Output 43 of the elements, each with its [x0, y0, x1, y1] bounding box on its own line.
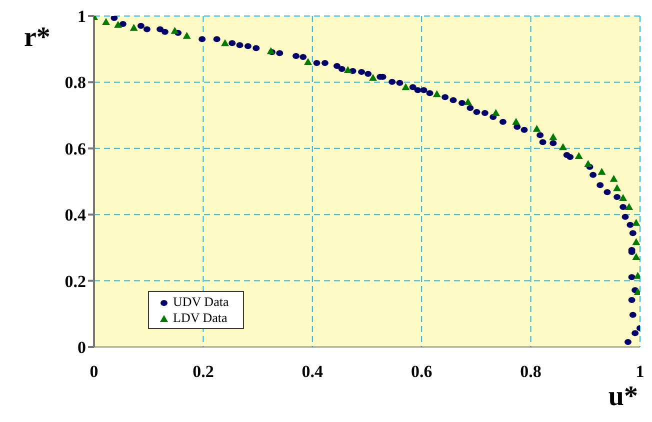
point — [221, 39, 230, 46]
point — [492, 108, 500, 116]
point — [632, 218, 640, 226]
point — [344, 66, 352, 73]
point — [632, 252, 640, 260]
y-tick-label: 0.6 — [64, 139, 86, 158]
point — [102, 18, 110, 25]
point — [369, 74, 378, 81]
x-tick-label: 0.8 — [520, 362, 542, 382]
y-tick-label: 0.2 — [64, 272, 86, 291]
point — [130, 24, 138, 31]
point — [574, 152, 583, 160]
point — [402, 83, 410, 90]
x-tick-label: 0.6 — [410, 362, 432, 382]
point — [549, 133, 558, 140]
point — [632, 238, 640, 246]
point — [610, 174, 618, 182]
y-tick-label: 1 — [78, 7, 86, 26]
point — [512, 118, 520, 125]
y-tick-label: 0.8 — [64, 73, 86, 92]
point — [613, 184, 622, 192]
point — [170, 26, 179, 34]
x-tick-label: 1 — [636, 362, 644, 382]
y-tick-label: 0 — [78, 338, 86, 358]
point — [625, 202, 634, 210]
legend-label: UDV Data — [173, 294, 229, 310]
point — [559, 143, 568, 150]
x-tick-label: 0.4 — [302, 362, 324, 382]
point — [584, 160, 592, 167]
point — [432, 90, 441, 98]
point — [598, 168, 606, 175]
point — [464, 98, 472, 106]
point — [532, 124, 541, 132]
x-tick-label: 0.2 — [192, 362, 214, 382]
x-tick-label: 0 — [90, 362, 98, 382]
x-axis-title: u* — [608, 381, 638, 412]
point — [114, 20, 122, 28]
legend-label: LDV Data — [173, 310, 228, 326]
point — [304, 58, 312, 66]
point — [619, 194, 628, 202]
y-tick-label: 0.4 — [64, 206, 86, 225]
y-axis-title: r* — [24, 22, 50, 53]
point — [182, 32, 191, 39]
